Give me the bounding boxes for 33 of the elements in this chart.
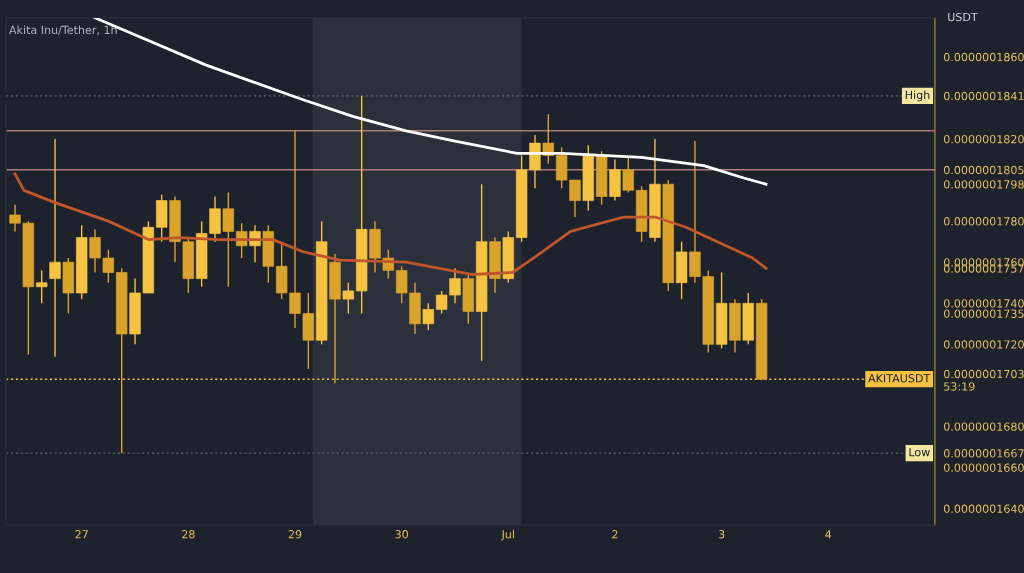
y-axis-title: USDT — [948, 12, 978, 22]
y-tick-label: 0.0000001798 — [943, 180, 1024, 189]
x-tick-label: 2 — [612, 530, 618, 539]
y-tick-label: 0.0000001860 — [943, 52, 1024, 62]
ref-line-label: AKITAUSDT — [868, 374, 931, 383]
y-tick-label: 0.0000001680 — [943, 422, 1024, 431]
candlestick — [36, 269, 48, 304]
candlestick — [422, 302, 434, 331]
candlestick — [222, 191, 235, 288]
y-tick-label: 0.0000001740 — [943, 299, 1024, 308]
x-tick-label: 30 — [395, 530, 408, 539]
ref-line-label: Low — [909, 448, 930, 457]
y-tick-label: 0.0000001667 — [943, 449, 1024, 458]
x-tick-label: 4 — [825, 530, 832, 539]
y-tick-label: 0.0000001640 — [943, 504, 1024, 513]
y-tick-label: 0.0000001780 — [943, 217, 1024, 226]
y-tick-label: 0.0000001720 — [943, 340, 1024, 349]
candlestick — [49, 138, 61, 358]
y-tick-label: 0.0000001805 — [943, 165, 1024, 175]
ref-line-label: High — [905, 90, 930, 102]
y-tick-label: 0.0000001703 53:19 — [943, 369, 1024, 391]
y-tick-label: 0.0000001660 — [943, 463, 1024, 472]
x-tick-label: 28 — [182, 530, 195, 539]
y-tick-label: 0.0000001820 — [943, 134, 1024, 144]
candlestick — [622, 156, 634, 194]
y-tick-label: 0.0000001735 — [943, 309, 1024, 318]
text: Akita Inu/Tether, 1h — [9, 25, 117, 36]
candlestick — [342, 282, 354, 315]
x-tick-label: 27 — [75, 530, 88, 539]
x-tick-label: Jul — [501, 529, 514, 541]
x-tick-label: 3 — [718, 530, 725, 539]
x-tick-label: 29 — [288, 530, 302, 539]
y-tick-label: 0.0000001841 — [943, 91, 1024, 101]
